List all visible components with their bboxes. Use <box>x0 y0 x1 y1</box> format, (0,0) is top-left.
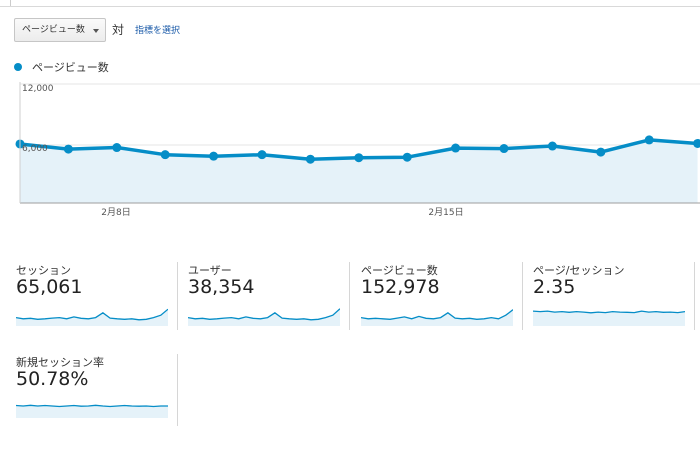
data-point[interactable] <box>451 143 461 153</box>
scorecard-label: セッション <box>16 264 71 277</box>
scorecard-sparkline <box>361 309 513 326</box>
scorecard-sparkline <box>533 310 685 326</box>
scorecard-label: 新規セッション率 <box>16 356 104 369</box>
scorecard-divider <box>177 354 178 426</box>
scorecard-label: ページビュー数 <box>361 264 438 277</box>
scorecard-value: 50.78% <box>16 368 89 390</box>
sparkline-line <box>361 309 513 320</box>
scorecard-pages-per-session[interactable]: ページ/セッション 2.35 <box>533 262 693 330</box>
scorecard-sessions[interactable]: セッション 65,061 <box>16 262 176 330</box>
y-tick-label-12000: 12,000 <box>22 84 54 94</box>
chart-legend: ページビュー数 <box>14 59 109 75</box>
scorecard-divider <box>522 262 523 330</box>
data-point[interactable] <box>257 150 267 160</box>
sparkline-area <box>16 309 168 326</box>
scorecard-divider <box>177 262 178 330</box>
vs-label: 対 <box>112 23 125 37</box>
select-metric-link[interactable]: 指標を選択 <box>135 26 181 36</box>
sparkline-area <box>533 311 685 326</box>
data-point[interactable] <box>644 135 654 145</box>
scorecard-sparkline <box>16 308 168 326</box>
scorecard-sparkline <box>16 404 168 418</box>
data-point[interactable] <box>499 144 509 154</box>
data-point[interactable] <box>63 144 73 154</box>
data-point[interactable] <box>112 143 122 153</box>
data-point[interactable] <box>693 138 700 148</box>
metric-select[interactable]: ページビュー数 <box>14 18 106 42</box>
top-divider <box>0 6 700 7</box>
scorecard-value: 65,061 <box>16 276 83 298</box>
legend-dot-icon <box>14 63 22 71</box>
data-point[interactable] <box>547 141 557 151</box>
y-tick-label-6000: 6,000 <box>22 144 48 154</box>
data-point[interactable] <box>209 151 219 161</box>
data-point[interactable] <box>354 153 364 163</box>
scorecard-value: 38,354 <box>188 276 255 298</box>
sparkline-line <box>16 404 168 408</box>
scorecard-users[interactable]: ユーザー 38,354 <box>188 262 348 330</box>
scorecard-divider <box>694 262 695 330</box>
scorecard-divider <box>349 262 350 330</box>
data-point[interactable] <box>596 147 606 157</box>
sparkline-area <box>188 308 340 326</box>
pageviews-chart[interactable]: 12,000 6,000 2月8日 2月15日 <box>0 78 700 220</box>
sparkline-line <box>188 308 340 321</box>
chevron-down-icon <box>93 29 99 33</box>
top-tab-edge <box>0 0 11 6</box>
sparkline-line <box>16 308 168 321</box>
scorecard-label: ユーザー <box>188 264 232 277</box>
metric-select-value: ページビュー数 <box>22 25 85 35</box>
scorecard-sparkline <box>188 308 340 326</box>
sparkline-area <box>361 309 513 326</box>
scorecard-value: 2.35 <box>533 276 576 298</box>
x-tick-label-feb8: 2月8日 <box>101 207 130 218</box>
data-point[interactable] <box>160 150 170 160</box>
scorecard-new-session-rate[interactable]: 新規セッション率 50.78% <box>16 354 176 422</box>
scorecard-value: 152,978 <box>361 276 440 298</box>
sparkline-line <box>533 310 685 314</box>
scorecard-pageviews[interactable]: ページビュー数 152,978 <box>361 262 521 330</box>
data-point[interactable] <box>402 152 412 162</box>
scorecard-label: ページ/セッション <box>533 264 625 277</box>
data-point[interactable] <box>305 154 315 164</box>
x-tick-label-feb15: 2月15日 <box>428 207 463 218</box>
legend-label: ページビュー数 <box>32 61 109 74</box>
sparkline-area <box>16 405 168 418</box>
